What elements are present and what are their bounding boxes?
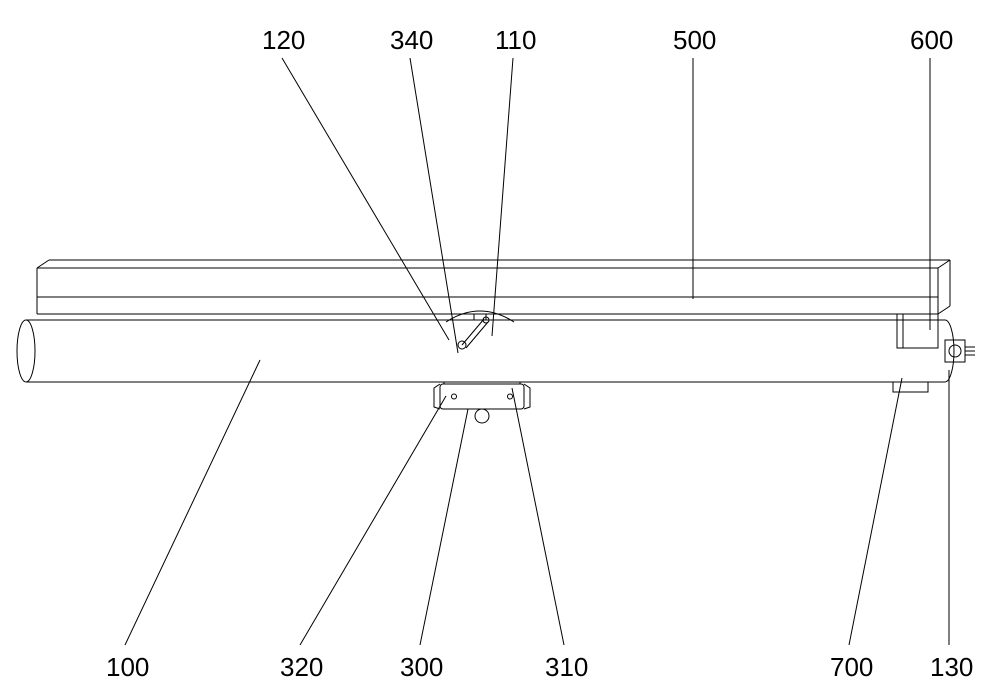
leader-l300: [420, 409, 468, 645]
label-130: 130: [930, 652, 973, 683]
label-120: 120: [262, 25, 305, 56]
label-100: 100: [106, 652, 149, 683]
leader-l100: [125, 360, 260, 645]
label-340: 340: [390, 25, 433, 56]
leader-l340: [410, 58, 458, 353]
leader-lines: [125, 58, 949, 645]
label-700: 700: [830, 652, 873, 683]
leader-l320: [300, 396, 446, 645]
leader-l310: [512, 388, 564, 645]
label-110: 110: [495, 25, 536, 56]
label-500: 500: [673, 25, 716, 56]
label-310: 310: [545, 652, 588, 683]
label-600: 600: [910, 25, 953, 56]
label-320: 320: [280, 652, 323, 683]
label-300: 300: [400, 652, 443, 683]
leader-l120: [282, 58, 449, 340]
leader-l110: [492, 58, 513, 336]
leader-l700: [849, 378, 902, 645]
technical-drawing: [0, 0, 1000, 693]
